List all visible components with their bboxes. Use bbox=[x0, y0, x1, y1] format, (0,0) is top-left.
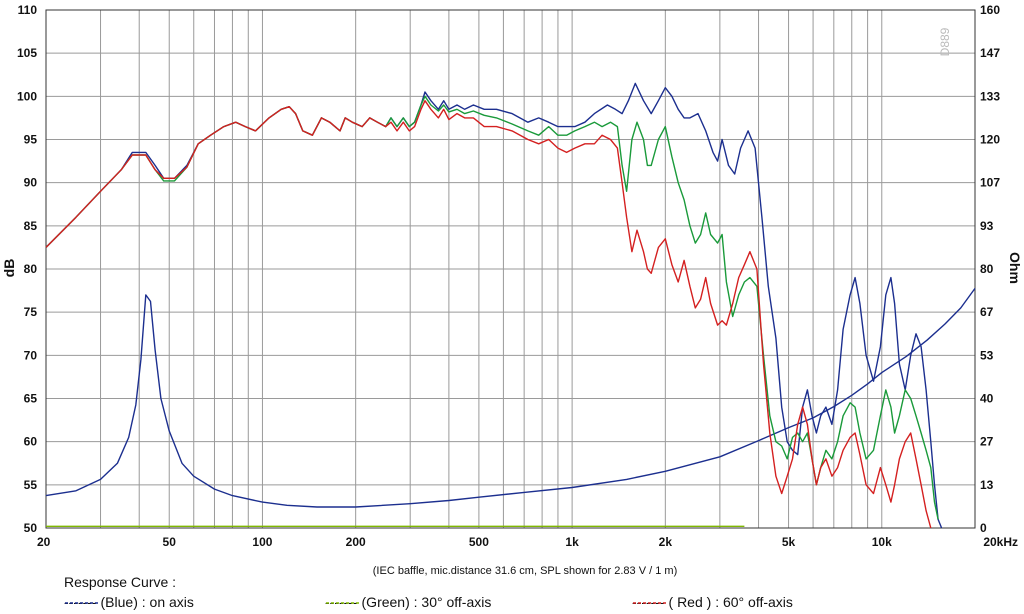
y-tick-label: 80 bbox=[24, 262, 38, 276]
y2-tick-label: 107 bbox=[980, 176, 1000, 190]
legend-heading: Response Curve : bbox=[64, 574, 176, 590]
series-layer bbox=[45, 82, 976, 529]
y2-tick-label: 67 bbox=[980, 305, 994, 319]
x-axis-ticks: 20 50 100 200 500 1k 2k 5k 10k 20kHz bbox=[37, 535, 1018, 549]
y2-tick-label: 27 bbox=[980, 435, 994, 449]
x-tick-label: 10k bbox=[872, 535, 892, 549]
y-tick-label: 50 bbox=[24, 521, 38, 535]
y-tick-label: 85 bbox=[24, 219, 38, 233]
y-axis-ticks: 50 55 60 65 70 75 80 85 90 95 100 105 110 bbox=[17, 3, 37, 535]
y2-tick-label: 13 bbox=[980, 478, 994, 492]
y-tick-label: 105 bbox=[17, 46, 37, 60]
x-tick-label: 1k bbox=[565, 535, 579, 549]
plot-frame bbox=[45, 9, 976, 529]
y-tick-label: 75 bbox=[24, 305, 38, 319]
x-tick-label: 5k bbox=[782, 535, 796, 549]
y2-tick-label: 53 bbox=[980, 348, 994, 362]
y-tick-label: 60 bbox=[24, 435, 38, 449]
y2-tick-label: 160 bbox=[980, 3, 1000, 17]
y2-axis-ticks: 0 13 27 40 53 67 80 93 107 120 133 147 160 bbox=[980, 3, 1000, 535]
x-tick-label: 2k bbox=[659, 535, 673, 549]
y2-tick-label: 133 bbox=[980, 89, 1000, 103]
measurement-note: (IEC baffle, mic.distance 31.6 cm, SPL s… bbox=[373, 565, 677, 577]
y2-tick-label: 0 bbox=[980, 521, 987, 535]
series-line bbox=[45, 99, 932, 529]
y-tick-label: 95 bbox=[24, 133, 38, 147]
legend-entry-60-deg: ------- ( Red ) : 60° off-axis bbox=[632, 594, 793, 610]
y2-tick-label: 40 bbox=[980, 392, 994, 406]
watermark: D889 bbox=[938, 27, 952, 56]
legend-entry-on-axis: ------- (Blue) : on axis bbox=[64, 594, 194, 610]
y2-tick-label: 120 bbox=[980, 133, 1000, 147]
x-tick-label: 100 bbox=[252, 535, 272, 549]
legend: Response Curve : ------- (Blue) : on axi… bbox=[64, 574, 793, 610]
x-tick-label: 500 bbox=[469, 535, 489, 549]
y-tick-label: 55 bbox=[24, 478, 38, 492]
legend-entry-30-deg: ------- (Green) : 30° off-axis bbox=[325, 594, 491, 610]
y2-tick-label: 147 bbox=[980, 46, 1000, 60]
y-tick-label: 70 bbox=[24, 348, 38, 362]
y-axis-title: dB bbox=[1, 259, 17, 278]
y-tick-label: 110 bbox=[18, 3, 38, 17]
x-tick-label: 200 bbox=[346, 535, 366, 549]
y2-axis-title: Ohm bbox=[1007, 252, 1023, 284]
grid-lines bbox=[46, 10, 975, 528]
x-tick-label: 50 bbox=[163, 535, 177, 549]
x-tick-label: 20 bbox=[37, 535, 51, 549]
y-tick-label: 90 bbox=[24, 176, 38, 190]
y2-tick-label: 93 bbox=[980, 219, 994, 233]
y-tick-label: 100 bbox=[17, 89, 37, 103]
series-line bbox=[45, 287, 976, 508]
y2-tick-label: 80 bbox=[980, 262, 994, 276]
y-tick-label: 65 bbox=[24, 392, 38, 406]
x-tick-label: 20kHz bbox=[983, 535, 1018, 549]
